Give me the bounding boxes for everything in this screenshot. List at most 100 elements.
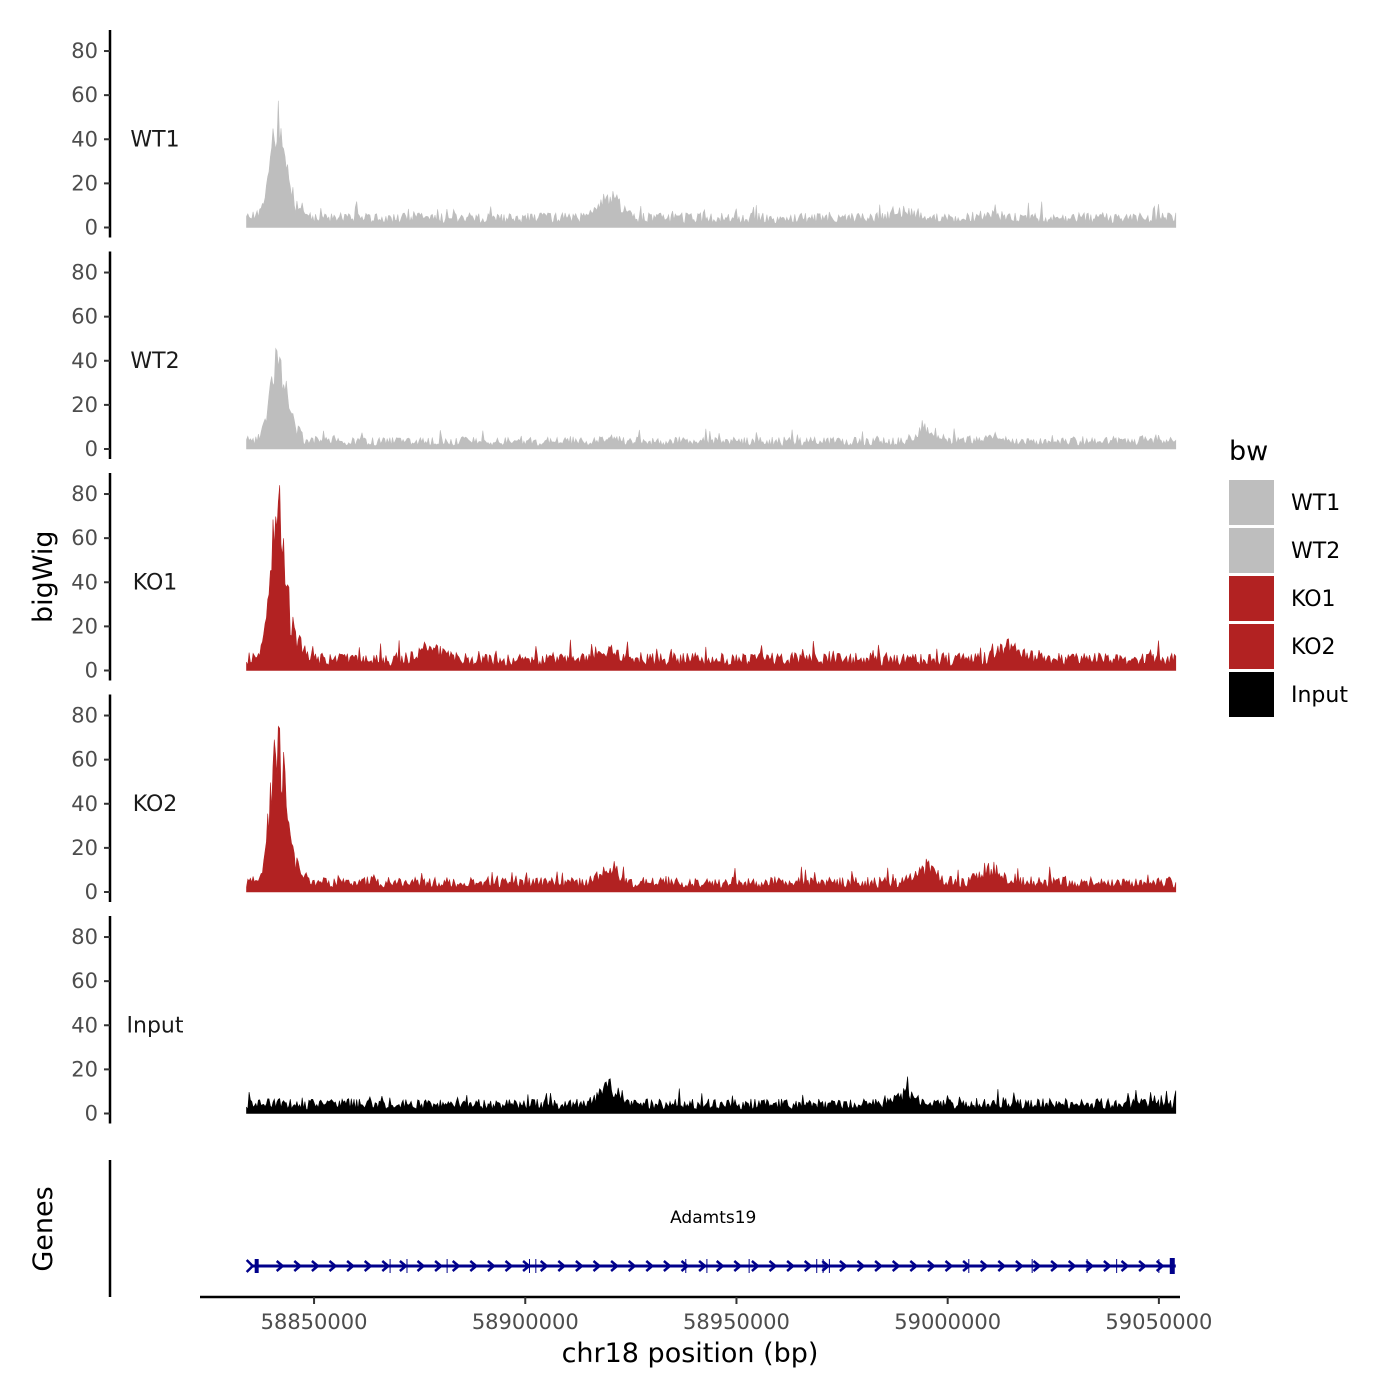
strand-arrow xyxy=(803,1260,813,1272)
legend-swatch-ko1 xyxy=(1229,576,1274,621)
legend-label-input: Input xyxy=(1291,683,1348,708)
y-axis-title: bigWig xyxy=(28,530,59,623)
strand-arrow xyxy=(539,1260,549,1272)
x-tick-label: 58900000 xyxy=(472,1310,579,1334)
track-label-wt1: WT1 xyxy=(130,127,179,152)
track-label-ko2: KO2 xyxy=(133,792,178,817)
y-tick-label: 20 xyxy=(71,393,98,417)
y-tick-label: 0 xyxy=(85,437,98,461)
y-tick-label: 80 xyxy=(71,39,98,63)
y-tick-label: 60 xyxy=(71,969,98,993)
strand-arrow xyxy=(962,1260,972,1272)
y-tick-label: 40 xyxy=(71,1013,98,1037)
legend-title: bw xyxy=(1229,436,1268,467)
legend-label-wt1: WT1 xyxy=(1291,491,1340,516)
legend-label-ko1: KO1 xyxy=(1291,587,1336,612)
track-label-wt2: WT2 xyxy=(130,349,179,374)
strand-arrow xyxy=(891,1260,901,1272)
strand-arrow xyxy=(363,1260,373,1272)
strand-arrow xyxy=(451,1260,461,1272)
coverage-area-ko1 xyxy=(246,485,1177,671)
strand-arrow xyxy=(592,1260,602,1272)
y-tick-label: 40 xyxy=(71,349,98,373)
track-panel-ko1: 0 20 40 60 80 KO1 xyxy=(71,473,1177,683)
y-tick-label: 0 xyxy=(85,659,98,683)
y-tick-label: 20 xyxy=(71,836,98,860)
strand-arrow xyxy=(839,1260,848,1272)
coverage-area-wt1 xyxy=(246,100,1177,228)
strand-arrow xyxy=(434,1260,444,1272)
coverage-area-ko2 xyxy=(246,725,1177,893)
y-tick-label: 40 xyxy=(71,127,98,151)
gene-label: Adamts19 xyxy=(670,1208,756,1228)
strand-arrow xyxy=(293,1260,303,1272)
strand-arrow xyxy=(610,1260,620,1272)
strand-arrow xyxy=(645,1260,655,1272)
legend-swatch-input xyxy=(1229,672,1274,717)
coverage-area-input xyxy=(246,1076,1177,1114)
y-tick-label: 40 xyxy=(71,570,98,594)
strand-arrow xyxy=(1050,1260,1060,1272)
strand-arrow xyxy=(399,1260,408,1272)
strand-arrow xyxy=(927,1260,936,1272)
y-tick-label: 60 xyxy=(71,83,98,107)
x-tick-label: 59050000 xyxy=(1105,1310,1212,1334)
genes-panel: Genes Adamts19 xyxy=(28,1160,1176,1297)
strand-arrow xyxy=(311,1260,320,1272)
strand-arrow xyxy=(979,1260,989,1272)
strand-arrow xyxy=(1103,1260,1112,1272)
strand-arrow xyxy=(751,1260,760,1272)
strand-arrow xyxy=(768,1260,778,1272)
legend-swatch-ko2 xyxy=(1229,624,1274,669)
strand-arrow xyxy=(856,1260,866,1272)
strand-arrow xyxy=(575,1260,584,1272)
x-axis: chr18 position (bp) 58850000 58900000 5895… xyxy=(200,1295,1212,1369)
legend-label-ko2: KO2 xyxy=(1291,635,1336,660)
y-tick-label: 20 xyxy=(71,614,98,638)
strand-arrow xyxy=(874,1260,884,1272)
genes-axis-title: Genes xyxy=(28,1186,59,1271)
y-tick-label: 60 xyxy=(71,748,98,772)
gene-exon xyxy=(1169,1258,1175,1274)
strand-arrow xyxy=(522,1260,532,1272)
strand-arrow xyxy=(627,1260,637,1272)
strand-arrow xyxy=(1085,1260,1095,1272)
strand-arrow xyxy=(944,1260,954,1272)
strand-arrow xyxy=(275,1260,285,1272)
track-label-ko1: KO1 xyxy=(133,570,178,595)
strand-arrow xyxy=(715,1260,725,1272)
strand-arrow xyxy=(663,1260,672,1272)
track-panel-input: 0 20 40 60 80 Input xyxy=(71,916,1177,1126)
strand-arrow xyxy=(698,1260,708,1272)
y-tick-label: 0 xyxy=(85,880,98,904)
legend: bw WT1 WT2 KO1 KO2 Input xyxy=(1229,436,1348,717)
y-tick-label: 40 xyxy=(71,792,98,816)
x-tick-label: 58850000 xyxy=(261,1310,368,1334)
strand-arrow xyxy=(487,1260,496,1272)
strand-arrow xyxy=(1138,1260,1148,1272)
y-tick-label: 60 xyxy=(71,526,98,550)
track-label-input: Input xyxy=(127,1013,184,1038)
strand-arrow xyxy=(821,1260,831,1272)
gene-start-mark xyxy=(245,1259,254,1267)
gene-exon xyxy=(254,1259,259,1273)
strand-arrow xyxy=(1155,1260,1165,1272)
strand-arrow xyxy=(1120,1260,1130,1272)
y-tick-label: 0 xyxy=(85,1102,98,1126)
y-tick-label: 60 xyxy=(71,305,98,329)
strand-arrow xyxy=(469,1260,479,1272)
y-tick-label: 80 xyxy=(71,482,98,506)
track-panel-ko2: 0 20 40 60 80 KO2 xyxy=(71,694,1177,904)
strand-arrow xyxy=(328,1260,338,1272)
x-axis-title: chr18 position (bp) xyxy=(562,1338,819,1369)
track-panel-wt1: 0 20 40 60 80 WT1 xyxy=(71,30,1177,240)
legend-swatch-wt1 xyxy=(1229,480,1274,525)
y-tick-label: 20 xyxy=(71,1057,98,1081)
strand-arrow xyxy=(557,1260,567,1272)
strand-arrow xyxy=(504,1260,514,1272)
y-tick-label: 80 xyxy=(71,261,98,285)
tracks-layer: 0 20 40 60 80 WT1 0 20 40 60 80 WT2 0 20 40 60 80 KO1 0 20 4… xyxy=(71,30,1177,1126)
strand-arrow xyxy=(1015,1260,1024,1272)
strand-arrow xyxy=(381,1260,391,1272)
legend-swatch-wt2 xyxy=(1229,528,1274,573)
